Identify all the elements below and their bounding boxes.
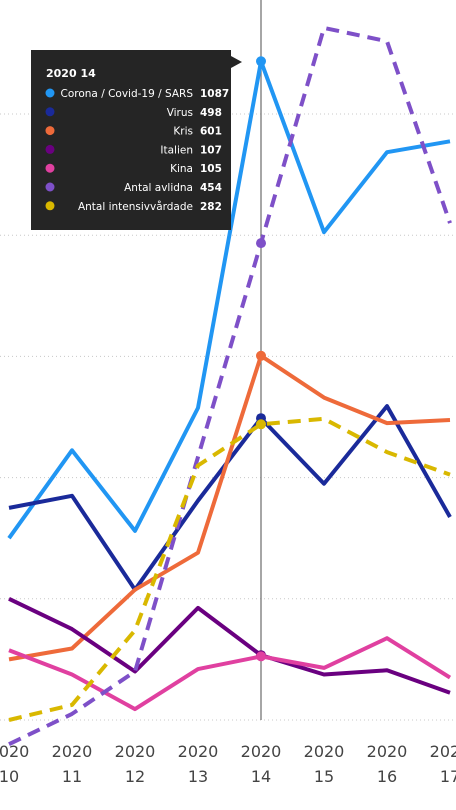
- x-tick-label-week: 10: [0, 767, 19, 786]
- tooltip-row-label: Antal intensivvårdade: [78, 200, 193, 213]
- series-line-3[interactable]: [8, 596, 451, 695]
- tooltip-row-label: Corona / Covid-19 / SARS: [61, 88, 194, 100]
- x-tick-label-week: 17: [440, 767, 456, 786]
- tooltip-row-value: 105: [200, 163, 222, 175]
- tooltip-legend-swatch: [45, 144, 55, 154]
- series-lines[interactable]: [7, 25, 452, 747]
- tooltip-row-value: 107: [200, 144, 222, 156]
- series-line-6[interactable]: [8, 416, 451, 722]
- highlight-point-6: [256, 419, 266, 430]
- tooltip-row-label: Kris: [173, 126, 193, 138]
- x-tick-label-year: 2020: [52, 742, 93, 761]
- tooltip-row-value: 601: [200, 126, 222, 138]
- x-axis: 2020 10 2020 11 2020 12 2020 13 2020 14 2020 15 2020…: [0, 742, 456, 786]
- tooltip-legend-swatch: [45, 126, 55, 136]
- x-tick-label-year: 2020: [241, 742, 282, 761]
- highlight-point-5: [256, 238, 266, 249]
- x-tick-label-year: 2020: [178, 742, 219, 761]
- x-tick-label-week: 15: [314, 767, 334, 786]
- highlight-point-0: [256, 56, 266, 67]
- tooltip-row-label: Antal avlidna: [124, 182, 193, 194]
- tooltip-pointer: [231, 56, 242, 68]
- tooltip-title: 2020 14: [46, 67, 96, 80]
- highlight-points: [256, 56, 266, 662]
- highlight-point-4: [256, 651, 266, 662]
- x-tick-label-week: 16: [377, 767, 397, 786]
- highlight-point-2: [256, 350, 266, 361]
- tooltip-legend-swatch: [45, 88, 55, 98]
- tooltip: 2020 14 Corona / Covid-19 / SARS 1087 Viru…: [31, 50, 242, 230]
- tooltip-row-label: Italien: [160, 144, 193, 156]
- tooltip-legend-swatch: [45, 107, 55, 117]
- tooltip-rows: Corona / Covid-19 / SARS 1087 Virus 498 Kris…: [45, 88, 229, 213]
- series-line-5[interactable]: [8, 25, 452, 747]
- x-tick-label-week: 13: [188, 767, 208, 786]
- tooltip-legend-swatch: [45, 163, 55, 173]
- tooltip-legend-swatch: [45, 201, 55, 211]
- series-line-0[interactable]: [7, 59, 451, 540]
- tooltip-row-label: Kina: [170, 163, 193, 175]
- x-tick-label-year: 2020: [115, 742, 156, 761]
- x-tick-label-week: 11: [62, 767, 82, 786]
- series-line-2[interactable]: [8, 353, 451, 662]
- x-tick-label-year: 2020: [304, 742, 345, 761]
- series-line-1[interactable]: [8, 404, 452, 592]
- x-tick-label-week: 12: [125, 767, 145, 786]
- tooltip-background: [31, 50, 231, 230]
- x-tick-label-year: 2020: [0, 742, 29, 761]
- tooltip-legend-swatch: [45, 182, 55, 192]
- x-tick-label-year: 2020: [430, 742, 456, 761]
- tooltip-row-value: 454: [200, 182, 222, 194]
- series-line-4[interactable]: [8, 636, 452, 712]
- tooltip-row-value: 282: [200, 201, 222, 213]
- tooltip-row-value: 1087: [200, 88, 229, 100]
- tooltip-row-value: 498: [200, 107, 222, 119]
- x-tick-label-week: 14: [251, 767, 271, 786]
- tooltip-row-label: Virus: [167, 107, 193, 119]
- x-tick-label-year: 2020: [367, 742, 408, 761]
